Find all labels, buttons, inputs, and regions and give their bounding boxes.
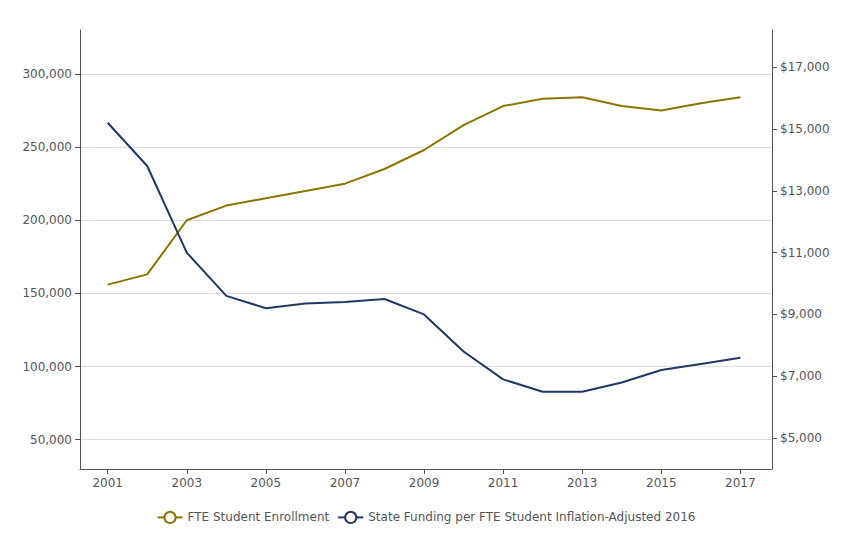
svg-text:FTE Student Enrollment: FTE Student Enrollment: [188, 510, 330, 524]
svg-text:300,000: 300,000: [22, 67, 72, 81]
svg-text:$9,000: $9,000: [780, 307, 822, 321]
svg-text:250,000: 250,000: [22, 140, 72, 154]
svg-text:2009: 2009: [409, 476, 440, 490]
svg-text:2013: 2013: [567, 476, 598, 490]
svg-text:$5,000: $5,000: [780, 431, 822, 445]
svg-text:2001: 2001: [92, 476, 123, 490]
svg-text:$11,000: $11,000: [780, 246, 830, 260]
svg-text:150,000: 150,000: [22, 286, 72, 300]
svg-text:2003: 2003: [171, 476, 202, 490]
svg-text:2007: 2007: [330, 476, 361, 490]
svg-text:2017: 2017: [725, 476, 756, 490]
svg-text:100,000: 100,000: [22, 360, 72, 374]
svg-text:$17,000: $17,000: [780, 60, 830, 74]
svg-text:2005: 2005: [251, 476, 282, 490]
svg-text:State Funding per FTE Student: State Funding per FTE Student Inflation-…: [368, 510, 695, 524]
svg-text:2011: 2011: [488, 476, 519, 490]
svg-text:2015: 2015: [646, 476, 677, 490]
svg-text:50,000: 50,000: [30, 433, 72, 447]
svg-text:$7,000: $7,000: [780, 369, 822, 383]
svg-text:200,000: 200,000: [22, 213, 72, 227]
svg-text:$13,000: $13,000: [780, 184, 830, 198]
svg-text:$15,000: $15,000: [780, 122, 830, 136]
